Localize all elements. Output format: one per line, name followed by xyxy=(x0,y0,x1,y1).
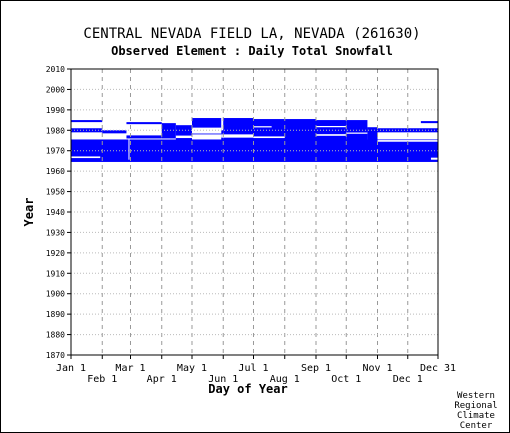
credit-line: Climate xyxy=(457,411,495,421)
data-gap xyxy=(253,136,285,139)
chart-subtitle: Observed Element : Daily Total Snowfall xyxy=(111,44,393,58)
data-block xyxy=(161,123,176,139)
plot-area xyxy=(71,118,438,162)
y-tick-label: 1920 xyxy=(46,249,65,258)
credit-line: Regional xyxy=(454,401,497,411)
x-tick-label: Jan 1 xyxy=(56,363,86,374)
x-tick-label: Jul 1 xyxy=(238,363,268,374)
data-block xyxy=(420,121,438,124)
x-tick-label: Dec 1 xyxy=(393,374,423,385)
x-tick-label: May 1 xyxy=(177,363,207,374)
x-axis-label: Day of Year xyxy=(208,382,287,396)
data-block xyxy=(126,135,162,139)
data-block xyxy=(253,119,317,141)
data-gap xyxy=(346,132,368,134)
x-tick-label: Mar 1 xyxy=(115,363,145,374)
x-tick-label: Oct 1 xyxy=(331,374,361,385)
y-tick-label: 1980 xyxy=(46,126,65,135)
x-tick-label: Apr 1 xyxy=(147,374,177,385)
credit-line: Center xyxy=(460,421,493,431)
y-tick-label: 1880 xyxy=(46,331,65,340)
data-gap xyxy=(253,126,272,128)
x-tick-label: Sep 1 xyxy=(301,363,331,374)
y-tick-label: 1930 xyxy=(46,228,65,237)
data-block xyxy=(71,120,103,123)
data-gap xyxy=(316,125,347,128)
data-gap xyxy=(128,138,130,160)
grid-lines xyxy=(71,69,438,355)
data-gap xyxy=(377,140,438,142)
data-block xyxy=(367,127,378,141)
x-tick-label: Dec 31 xyxy=(420,363,456,374)
data-block xyxy=(102,130,127,134)
data-gap xyxy=(221,134,254,138)
data-gap xyxy=(377,136,438,139)
y-tick-label: 1950 xyxy=(46,188,65,197)
y-tick-label: 1890 xyxy=(46,310,65,319)
data-gap xyxy=(175,135,192,139)
x-tick-label: Nov 1 xyxy=(362,363,392,374)
data-block xyxy=(126,122,162,125)
chart-title: CENTRAL NEVADA FIELD LA, NEVADA (261630) xyxy=(83,26,420,42)
y-tick-label: 1960 xyxy=(46,167,65,176)
data-gap xyxy=(316,134,347,136)
data-gap xyxy=(71,156,101,159)
x-tick-label: Jun 1 xyxy=(208,374,238,385)
x-tick-label: Aug 1 xyxy=(270,374,300,385)
data-gap xyxy=(430,157,438,160)
y-tick-label: 1910 xyxy=(46,269,65,278)
x-tick-label: Feb 1 xyxy=(87,374,117,385)
y-tick-label: 1990 xyxy=(46,106,65,115)
axes: 1870 1880 1890 1900 1910 1920 1930 1940 1950 1960… xyxy=(46,65,456,385)
wrcc-credit: Western Regional Climate Center xyxy=(454,391,497,431)
y-tick-label: 1900 xyxy=(46,290,65,299)
data-block xyxy=(175,125,192,141)
y-tick-label: 2000 xyxy=(46,85,65,94)
y-axis-label: Year xyxy=(22,198,36,227)
credit-line: Western xyxy=(457,391,495,401)
y-tick-label: 1970 xyxy=(46,147,65,156)
y-tick-label: 1870 xyxy=(46,351,65,360)
y-tick-label: 1940 xyxy=(46,208,65,217)
y-tick-label: 2010 xyxy=(46,65,65,74)
